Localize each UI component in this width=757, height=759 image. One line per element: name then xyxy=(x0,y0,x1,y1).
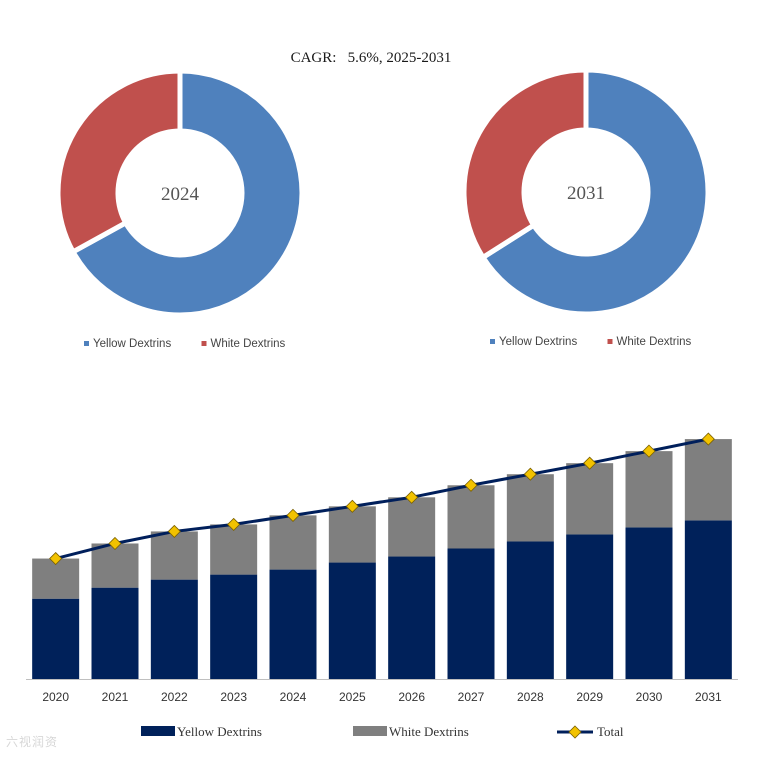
donut-slice-2031-yellow-dextrins xyxy=(479,67,711,317)
donut-legend-2024: Yellow Dextrins White Dextrins xyxy=(84,338,286,350)
bar-yellow-dextrins xyxy=(506,541,554,679)
bar-yellow-dextrins xyxy=(684,520,732,679)
chart-title: CAGR: 5.6%, 2025-2031 xyxy=(291,50,452,66)
x-tick-label: 2029 xyxy=(576,690,603,704)
bar-white-dextrins xyxy=(447,485,495,549)
legend-swatch-yellow-dextrins xyxy=(141,726,175,736)
legend-label-2031-yellow-dextrins: Yellow Dextrins xyxy=(499,336,577,348)
x-tick-label: 2031 xyxy=(695,690,722,704)
legend-label-2024-yellow-dextrins: Yellow Dextrins xyxy=(93,338,171,350)
stacked-bar-chart: 2020 2021 2022 2023 2024 2025 2026 2027 2028 2029… xyxy=(26,432,738,704)
bar-white-dextrins xyxy=(328,506,376,563)
bar-white-dextrins xyxy=(210,524,258,575)
total-marker xyxy=(286,508,300,522)
donut-center-label-2024: 2024 xyxy=(161,184,200,205)
bar-yellow-dextrins xyxy=(447,548,495,679)
bar-white-dextrins xyxy=(684,439,732,521)
bar-white-dextrins xyxy=(388,497,436,557)
bar-white-dextrins xyxy=(566,463,614,535)
total-line xyxy=(55,437,709,560)
donut-slice-2031-white-dextrins xyxy=(461,67,589,261)
bar-white-dextrins xyxy=(150,531,198,580)
bar-yellow-dextrins xyxy=(625,527,673,679)
legend-swatch-2024-white-dextrins xyxy=(201,341,207,346)
total-marker xyxy=(108,536,122,551)
bar-white-dextrins xyxy=(625,451,673,528)
x-tick-label: 2025 xyxy=(339,690,366,704)
legend-swatch-2031-white-dextrins xyxy=(607,339,613,344)
total-marker xyxy=(701,432,715,446)
donut-slice-2024-white-dextrins xyxy=(55,68,183,256)
bar-yellow-dextrins xyxy=(32,598,80,679)
bar-yellow-dextrins xyxy=(150,579,198,679)
legend-swatch-2031-yellow-dextrins xyxy=(490,339,495,344)
bar-yellow-dextrins xyxy=(566,534,614,679)
total-marker xyxy=(642,444,656,458)
total-marker xyxy=(464,478,478,492)
x-tick-label: 2030 xyxy=(636,690,663,704)
bar-yellow-dextrins xyxy=(210,574,258,679)
x-tick-label: 2028 xyxy=(517,690,544,704)
legend-label-2024-white-dextrins: White Dextrins xyxy=(211,338,286,350)
bar-yellow-dextrins xyxy=(91,587,139,679)
donut-chart-2024: 2024 xyxy=(55,68,305,318)
x-tick-label: 2027 xyxy=(458,690,485,704)
x-tick-label: 2020 xyxy=(42,690,69,704)
total-marker xyxy=(345,499,359,513)
x-tick-label: 2023 xyxy=(220,690,247,704)
bar-yellow-dextrins xyxy=(269,569,317,679)
legend-label-2031-white-dextrins: White Dextrins xyxy=(617,336,692,348)
legend-swatch-total-marker xyxy=(568,725,582,739)
bar-white-dextrins xyxy=(91,543,139,588)
total-marker xyxy=(49,551,63,566)
bar-yellow-dextrins xyxy=(388,556,436,679)
total-marker xyxy=(405,490,419,504)
donut-chart-2031: 2031 xyxy=(461,67,711,317)
legend-label-total: Total xyxy=(597,724,624,739)
donut-center-label-2031: 2031 xyxy=(567,183,605,204)
donut-legend-2031: Yellow Dextrins White Dextrins xyxy=(490,336,692,348)
watermark-logo: 六视润资 xyxy=(6,735,59,749)
legend-swatch-2024-yellow-dextrins xyxy=(84,341,89,346)
x-tick-label: 2021 xyxy=(102,690,129,704)
legend-swatch-white-dextrins xyxy=(353,726,387,736)
legend-label-white-dextrins: White Dextrins xyxy=(389,724,469,739)
bar-chart-legend: Yellow Dextrins White Dextrins Total xyxy=(141,724,624,739)
x-tick-label: 2026 xyxy=(398,690,425,704)
x-tick-label: 2022 xyxy=(161,690,188,704)
total-marker xyxy=(583,456,597,470)
total-marker xyxy=(523,467,537,481)
x-tick-label: 2024 xyxy=(280,690,307,704)
donut-slice-2024-yellow-dextrins xyxy=(69,68,305,318)
legend-label-yellow-dextrins: Yellow Dextrins xyxy=(177,724,262,739)
bar-white-dextrins xyxy=(269,515,317,570)
bar-white-dextrins xyxy=(506,474,554,542)
bar-white-dextrins xyxy=(32,558,80,599)
total-marker xyxy=(227,517,241,531)
bar-yellow-dextrins xyxy=(328,562,376,679)
total-marker xyxy=(167,524,181,539)
